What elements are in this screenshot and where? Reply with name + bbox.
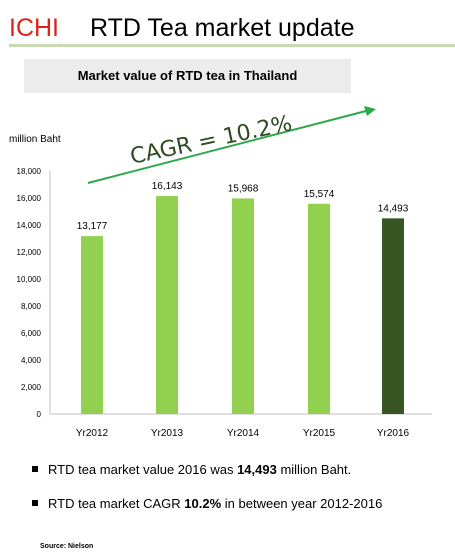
y-tick-label: 14,000 bbox=[17, 221, 42, 230]
page-title: RTD Tea market update bbox=[90, 14, 355, 42]
bullet-item: RTD tea market CAGR 10.2% in between yea… bbox=[28, 496, 448, 516]
bullet-text-pre: RTD tea market CAGR bbox=[48, 496, 185, 511]
y-tick-label: 4,000 bbox=[21, 356, 42, 365]
bullet-text-post: million Baht. bbox=[276, 462, 352, 477]
bar-yr2013 bbox=[156, 196, 178, 414]
y-tick-label: 0 bbox=[37, 410, 42, 419]
bullet-text-post: in between year 2012-2016 bbox=[221, 496, 383, 511]
data-label: 15,968 bbox=[228, 183, 259, 194]
bullet-square-icon bbox=[32, 500, 38, 506]
summary-bullets: RTD tea market value 2016 was 14,493 mil… bbox=[28, 462, 448, 530]
bar-yr2016 bbox=[382, 218, 404, 414]
data-label: 14,493 bbox=[378, 203, 409, 214]
header: ICHI RTD Tea market update bbox=[0, 0, 455, 48]
bullet-item: RTD tea market value 2016 was 14,493 mil… bbox=[28, 462, 448, 482]
y-tick-label: 8,000 bbox=[21, 302, 42, 311]
cagr-annotation: CAGR = 10.2% bbox=[128, 111, 294, 170]
bullet-text-pre: RTD tea market value 2016 was bbox=[48, 462, 238, 477]
x-tick-label: Yr2012 bbox=[76, 428, 109, 439]
y-tick-label: 2,000 bbox=[21, 383, 42, 392]
x-tick-label: Yr2014 bbox=[227, 428, 260, 439]
brand-logo-text: ICHI bbox=[9, 14, 59, 42]
y-tick-label: 10,000 bbox=[17, 275, 42, 284]
x-tick-label: Yr2013 bbox=[151, 428, 184, 439]
data-label: 15,574 bbox=[304, 189, 335, 200]
chart-title: Market value of RTD tea in Thailand bbox=[77, 68, 298, 83]
data-label: 16,143 bbox=[152, 181, 183, 192]
y-tick-label: 18,000 bbox=[17, 167, 42, 176]
x-tick-label: Yr2015 bbox=[303, 428, 336, 439]
x-tick-label: Yr2016 bbox=[377, 428, 410, 439]
y-tick-label: 16,000 bbox=[17, 194, 42, 203]
y-tick-label: 6,000 bbox=[21, 329, 42, 338]
chart-title-box: Market value of RTD tea in Thailand bbox=[24, 59, 351, 93]
bar-chart: 0 2,000 4,000 6,000 8,000 10,000 12,000 14,000 1… bbox=[17, 106, 432, 439]
cagr-arrowhead-icon bbox=[364, 106, 376, 116]
bullet-text-bold: 10.2% bbox=[184, 496, 222, 511]
bar-yr2015 bbox=[308, 203, 330, 414]
source-note: Source: Nielson bbox=[40, 543, 94, 550]
y-tick-label: 12,000 bbox=[17, 248, 42, 257]
bar-yr2012 bbox=[81, 236, 103, 414]
data-label: 13,177 bbox=[77, 221, 108, 232]
bullet-text: RTD tea market value 2016 was 14,493 mil… bbox=[48, 462, 351, 477]
cagr-trend-arrow-line bbox=[87, 110, 367, 184]
y-axis-unit-label: million Baht bbox=[9, 134, 61, 145]
bar-yr2014 bbox=[232, 198, 254, 414]
bullet-text-bold: 14,493 bbox=[237, 462, 277, 477]
bullet-square-icon bbox=[32, 466, 38, 472]
bullet-text: RTD tea market CAGR 10.2% in between yea… bbox=[48, 496, 382, 511]
header-divider bbox=[9, 44, 455, 47]
